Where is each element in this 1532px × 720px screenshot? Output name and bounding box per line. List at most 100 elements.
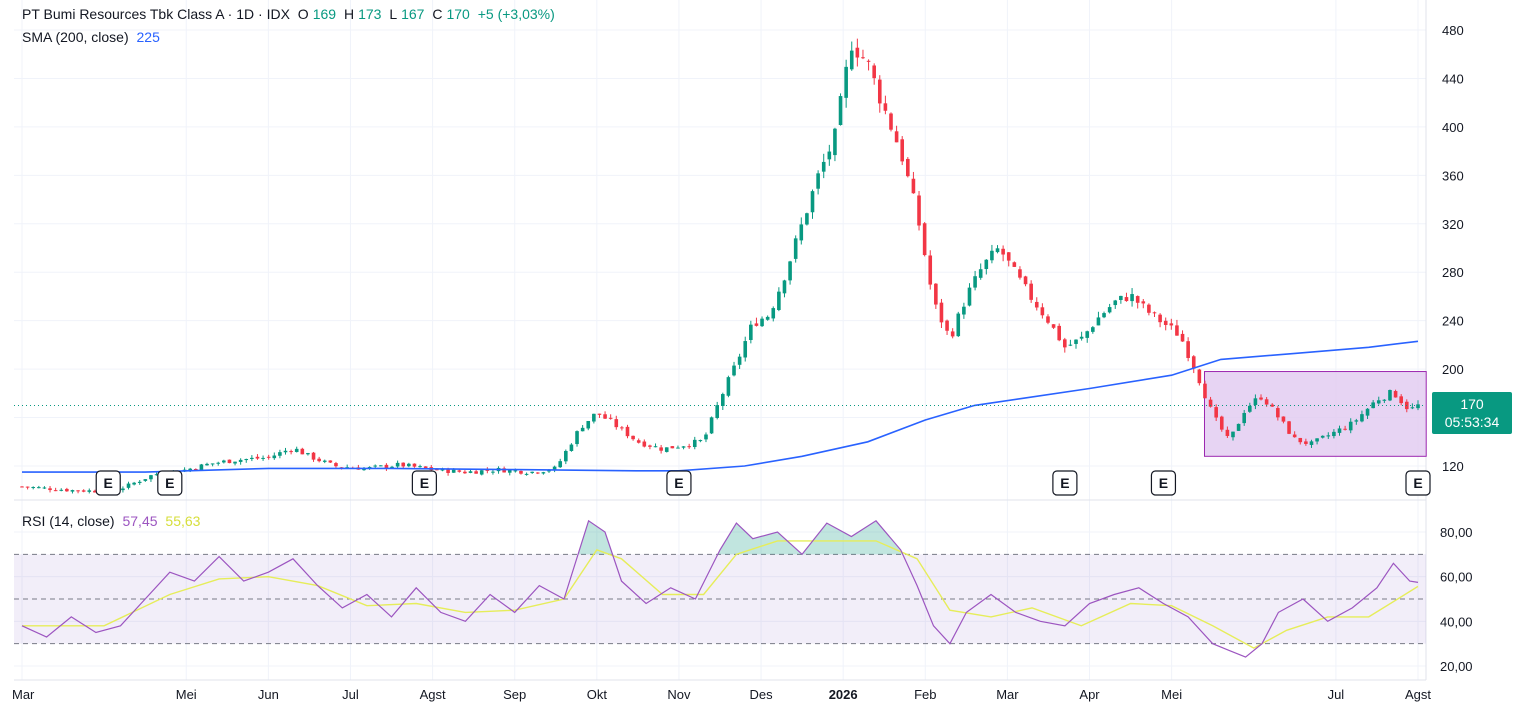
candle-body: [306, 453, 310, 455]
earnings-marker-box: [157, 470, 183, 496]
candle-body: [227, 459, 232, 464]
candle-body: [900, 139, 905, 162]
candle-body: [1079, 336, 1084, 339]
candle-body: [552, 466, 557, 470]
candle-body: [126, 483, 131, 488]
candle-body: [373, 465, 378, 467]
price-tick-label: 280: [1442, 265, 1464, 280]
grid-lines: [14, 0, 1427, 681]
sma-label: SMA (200, close): [22, 29, 129, 45]
candle-body: [726, 377, 731, 396]
rsi-legend[interactable]: RSI (14, close) 57,45 55,63: [22, 513, 204, 529]
earnings-marker[interactable]: E: [666, 470, 692, 496]
candle-body: [1169, 323, 1174, 326]
candle-body: [1236, 423, 1241, 431]
candle-body: [1091, 327, 1095, 332]
candle-body: [1332, 431, 1336, 437]
candle-body: [210, 463, 215, 465]
rsi-tick-label: 60,00: [1440, 570, 1473, 585]
time-tick-label: Agst: [420, 687, 446, 702]
earnings-marker[interactable]: E: [95, 470, 121, 496]
candle-body: [866, 60, 871, 62]
earnings-marker-box: [1405, 470, 1431, 496]
candle-body: [199, 464, 204, 471]
time-tick-label: Agst: [1405, 687, 1431, 702]
candle-body: [1309, 441, 1314, 445]
candle-body: [1180, 333, 1185, 342]
earnings-marker[interactable]: E: [1150, 470, 1177, 496]
candle-body: [670, 446, 675, 449]
symbol-legend[interactable]: PT Bumi Resources Tbk Class A · 1D · IDX…: [22, 6, 559, 22]
candle-body: [491, 471, 495, 473]
highlight-rectangle[interactable]: [1203, 371, 1427, 457]
candle-body: [1147, 304, 1151, 313]
time-axis[interactable]: Mar Mei Jun Jul Agst Sep Okt Nov Des 2026 Feb Mar Ap…: [12, 687, 1431, 702]
candle-body: [1203, 383, 1207, 399]
earnings-marker[interactable]: E: [1052, 470, 1078, 496]
time-tick-label: Okt: [587, 687, 608, 702]
candle-body: [816, 173, 820, 189]
price-tick-label: 200: [1442, 362, 1464, 377]
candle-body: [25, 486, 30, 488]
sma-value: 225: [136, 29, 160, 45]
candle-body: [513, 470, 518, 472]
candle-body: [451, 469, 456, 473]
candle-body: [760, 318, 764, 327]
candle-body: [188, 468, 192, 471]
candle-body: [328, 460, 333, 463]
candle-body: [1197, 369, 1202, 384]
candle-body: [1416, 404, 1420, 409]
sma-legend[interactable]: SMA (200, close) 225: [22, 29, 164, 45]
candle-body: [995, 248, 1000, 253]
candle-body: [681, 446, 686, 448]
candle-body: [412, 463, 417, 467]
rsi-label: RSI (14, close): [22, 513, 115, 529]
last-price-tag: 170 05:53:34: [1432, 392, 1512, 434]
candle-body: [468, 471, 473, 473]
candle-body: [732, 365, 736, 376]
candle-body: [278, 452, 282, 456]
candle-body: [423, 466, 428, 469]
candle-body: [1068, 344, 1073, 346]
candle-body: [238, 459, 243, 462]
candle-body: [877, 79, 882, 104]
candle-body: [463, 471, 467, 474]
bar-countdown: 05:53:34: [1444, 414, 1500, 430]
candle-body: [1214, 407, 1218, 418]
candle-body: [709, 417, 714, 434]
candle-body: [648, 445, 652, 447]
candle-body: [799, 224, 804, 241]
candle-body: [564, 450, 568, 462]
candle-body: [1371, 402, 1375, 409]
rsi-axis[interactable]: 20,00 40,00 60,00 80,00: [1440, 525, 1473, 674]
candle-body: [1231, 431, 1235, 438]
candle-body: [1074, 339, 1078, 344]
candle-body: [849, 50, 854, 70]
candle-body: [418, 466, 422, 468]
candle-body: [1410, 407, 1415, 409]
candle-body: [861, 57, 865, 59]
candle-body: [614, 419, 619, 428]
candle-body: [149, 475, 153, 480]
candle-body: [1029, 283, 1033, 300]
earnings-marker[interactable]: E: [157, 470, 183, 496]
earnings-marker-label: E: [165, 475, 174, 491]
candle-body: [272, 455, 277, 459]
candle-body: [1281, 416, 1286, 422]
candle-body: [401, 462, 406, 467]
price-axis[interactable]: 120 200 240 280 320 360 400 440 480: [1442, 23, 1464, 474]
candle-body: [502, 468, 506, 473]
earnings-marker-label: E: [1159, 475, 1168, 491]
candle-body: [1264, 399, 1269, 405]
candle-body: [222, 460, 226, 463]
rsi-overbought-area: [718, 520, 903, 555]
earnings-marker[interactable]: E: [1405, 470, 1431, 496]
candle-body: [575, 431, 579, 445]
candle-body: [805, 213, 809, 225]
candle-body: [984, 259, 989, 270]
candle-body: [48, 488, 52, 491]
candle-body: [1130, 294, 1134, 302]
earnings-marker[interactable]: E: [411, 470, 437, 496]
